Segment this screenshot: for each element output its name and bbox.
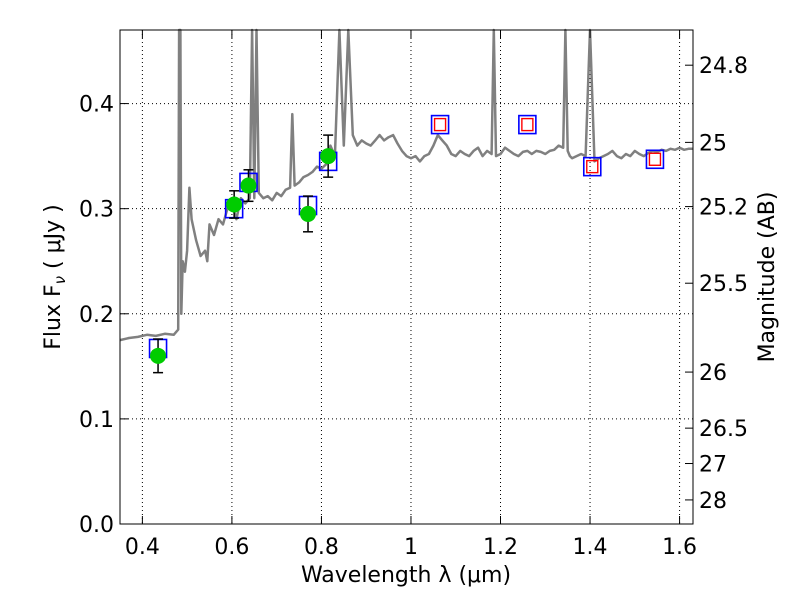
y-axis-label-subscript: ν — [51, 276, 69, 284]
mag-tick-label: 25.2 — [699, 196, 748, 221]
spectrum-series — [119, 28, 693, 342]
measured-point — [300, 205, 317, 222]
measured-point — [240, 177, 257, 194]
plot-frame — [119, 29, 694, 525]
x-tick-label: 0.4 — [125, 535, 160, 560]
model-boxes — [148, 114, 665, 359]
y-axis-label: Flux Fν ( μJy ) — [41, 204, 69, 349]
x-tick-label: 0.6 — [214, 535, 249, 560]
x-tick-label: 1.2 — [483, 535, 518, 560]
mag-tick-label: 26 — [699, 361, 727, 386]
x-axis-label: Wavelength λ (μm) — [301, 563, 511, 588]
model-box — [582, 156, 602, 177]
x-tick-label: 1.6 — [662, 535, 697, 560]
y-axis-label-unit: ( μJy ) — [41, 204, 66, 276]
mag-tick-label: 26.5 — [699, 417, 748, 442]
mag-tick-label: 27 — [699, 453, 727, 478]
upper-limit-box — [586, 159, 599, 174]
mag-tick-label: 24.8 — [699, 54, 748, 79]
spectrum-line — [119, 28, 693, 342]
mag-tick-label: 25.5 — [699, 272, 748, 297]
y-axis-label-main: Flux F — [41, 284, 66, 349]
model-box — [518, 114, 537, 135]
right-axis-label: Magnitude (AB) — [755, 192, 780, 363]
x-tick-label: 0.8 — [304, 535, 339, 560]
mag-tick-label: 25 — [699, 131, 727, 156]
model-box — [645, 149, 665, 170]
measured-point — [226, 196, 243, 213]
y-tick-label: 0.2 — [79, 303, 114, 328]
axis-ticks: 0.4 0.6 0.8 1 1.2 1.4 1.6 0.0 0.1 0.2 0.3 0.4 24.8 25… — [79, 30, 748, 560]
upper-limit-box — [433, 117, 447, 132]
y-tick-label: 0.1 — [79, 408, 114, 433]
model-box — [430, 114, 450, 135]
plot-background — [120, 30, 693, 524]
measured-point — [150, 347, 167, 364]
y-tick-label: 0.3 — [79, 198, 114, 223]
measured-points — [150, 134, 337, 374]
y-tick-label: 0.0 — [79, 513, 114, 538]
upper-limit-box — [521, 117, 534, 132]
y-tick-label: 0.4 — [79, 93, 114, 118]
upper-limit-box — [648, 152, 662, 166]
x-tick-label: 1.4 — [573, 535, 608, 560]
x-tick-label: 1 — [404, 535, 418, 560]
measured-point — [320, 148, 337, 165]
mag-tick-label: 28 — [699, 489, 727, 514]
